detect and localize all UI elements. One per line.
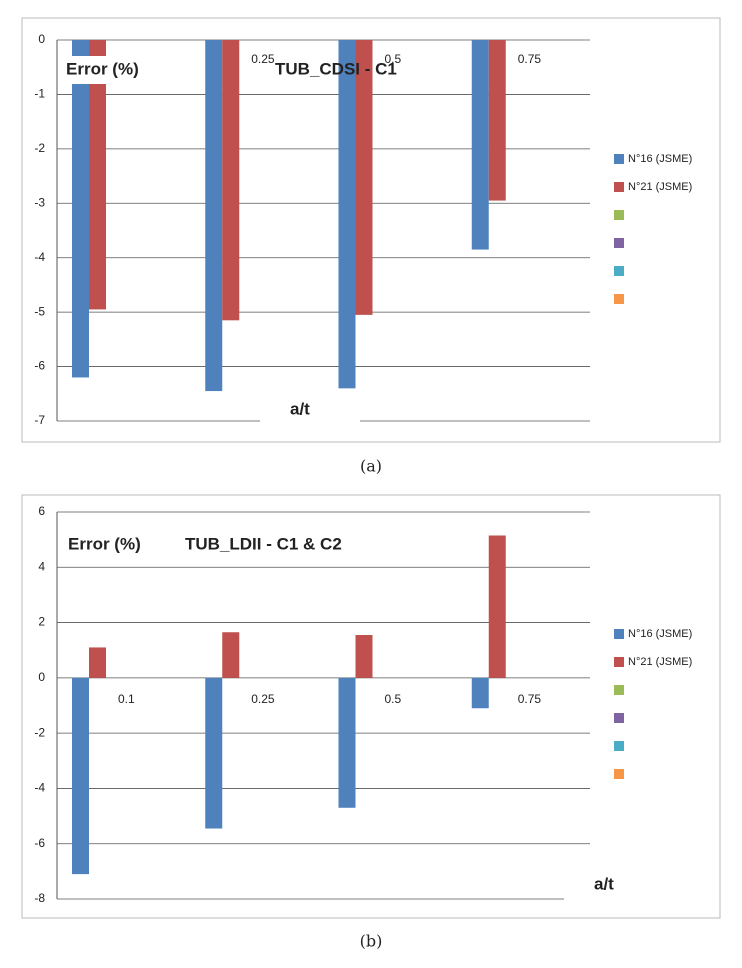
chart-frame xyxy=(21,494,721,919)
y-tick-label: -8 xyxy=(34,891,45,905)
legend-swatch xyxy=(614,657,624,667)
y-tick-label: -6 xyxy=(34,359,45,373)
y-tick-label: -7 xyxy=(34,413,45,427)
bar xyxy=(471,677,489,709)
y-tick-label: 0 xyxy=(38,32,45,46)
chart-title: TUB_CDSI - C1 xyxy=(275,59,397,78)
x-tick-label: 0.25 xyxy=(251,692,275,706)
legend-label: N°16 (JSME) xyxy=(628,628,692,640)
y-tick-label: -2 xyxy=(34,141,45,155)
legend-swatch xyxy=(614,210,624,220)
legend-swatch xyxy=(614,741,624,751)
y-tick-label: 0 xyxy=(38,670,45,684)
caption: (b) xyxy=(360,932,383,951)
bar xyxy=(338,677,356,808)
x-tick-label: 0.25 xyxy=(251,52,275,66)
legend-swatch xyxy=(614,685,624,695)
y-label-bg xyxy=(62,56,148,84)
y-axis-label: Error (%) xyxy=(66,59,139,78)
bar xyxy=(205,40,223,392)
caption: (a) xyxy=(360,457,382,476)
legend-label: N°16 (JSME) xyxy=(628,153,692,165)
y-tick-label: -2 xyxy=(34,725,45,739)
legend-label: N°21 (JSME) xyxy=(628,181,692,193)
y-tick-label: -1 xyxy=(34,87,45,101)
bar xyxy=(355,635,373,678)
bar xyxy=(72,677,89,875)
x-axis-label: a/t xyxy=(594,874,614,893)
bar xyxy=(89,40,106,310)
y-axis-label: Error (%) xyxy=(68,534,141,553)
y-tick-label: 2 xyxy=(38,615,45,629)
bar xyxy=(222,632,240,678)
y-tick-label: -4 xyxy=(34,781,45,795)
legend-swatch xyxy=(614,769,624,779)
bar xyxy=(338,40,356,389)
x-tick-label: 0.75 xyxy=(518,52,542,66)
y-tick-label: -5 xyxy=(34,304,45,318)
legend-swatch xyxy=(614,182,624,192)
y-tick-label: -6 xyxy=(34,836,45,850)
bar xyxy=(72,40,89,378)
y-tick-label: 4 xyxy=(38,559,45,573)
y-label-bg xyxy=(64,531,150,559)
x-label-bg xyxy=(260,396,360,426)
bar xyxy=(355,40,373,315)
x-label-bg xyxy=(564,871,664,901)
bar xyxy=(471,40,489,250)
x-tick-label: 0.75 xyxy=(518,692,542,706)
legend-label: N°21 (JSME) xyxy=(628,656,692,668)
x-tick-label: 0.5 xyxy=(385,692,402,706)
bar xyxy=(488,535,506,678)
x-tick-label: 0.1 xyxy=(118,692,135,706)
legend-swatch xyxy=(614,713,624,723)
bar xyxy=(89,647,106,678)
chart-title: TUB_LDII - C1 & C2 xyxy=(185,534,342,553)
legend-swatch xyxy=(614,294,624,304)
y-tick-label: -3 xyxy=(34,195,45,209)
bar xyxy=(222,40,240,321)
bar xyxy=(205,677,223,829)
x-tick-label: 0.5 xyxy=(385,52,402,66)
legend-swatch xyxy=(614,154,624,164)
x-axis-label: a/t xyxy=(290,399,310,418)
bar xyxy=(488,40,506,201)
y-tick-label: -4 xyxy=(34,250,45,264)
legend-swatch xyxy=(614,238,624,248)
legend-swatch xyxy=(614,266,624,276)
legend-swatch xyxy=(614,629,624,639)
y-tick-label: 6 xyxy=(38,504,45,518)
